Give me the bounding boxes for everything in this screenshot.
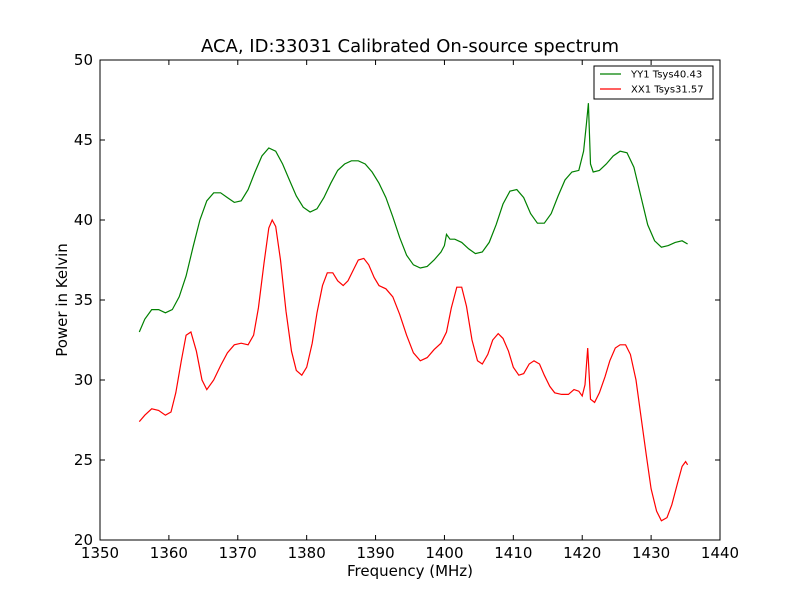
plot-area [100, 60, 720, 540]
x-tick-label: 1420 [563, 544, 601, 562]
x-tick-label: 1360 [150, 544, 188, 562]
x-tick-label: 1370 [219, 544, 257, 562]
x-tick-label: 1400 [425, 544, 463, 562]
y-tick-label: 45 [74, 131, 93, 149]
legend-label-yy1: YY1 Tsys40.43 [630, 70, 702, 81]
x-tick-label: 1440 [701, 544, 739, 562]
y-axis-label: Power in Kelvin [53, 243, 71, 357]
x-tick-label: 1430 [632, 544, 670, 562]
y-tick-label: 50 [74, 51, 93, 69]
x-axis-ticks: 1350 1360 1370 1380 1390 1400 1410 1420 1430 1440 [81, 60, 739, 562]
x-tick-label: 1410 [494, 544, 532, 562]
y-tick-label: 25 [74, 451, 93, 469]
y-tick-label: 30 [74, 371, 93, 389]
y-axis-ticks: 20 25 30 35 40 45 50 [74, 51, 720, 549]
legend: YY1 Tsys40.43 XX1 Tsys31.57 [593, 65, 714, 100]
y-tick-label: 40 [74, 211, 93, 229]
x-tick-label: 1380 [288, 544, 326, 562]
legend-label-xx1: XX1 Tsys31.57 [631, 85, 704, 96]
x-tick-label: 1390 [356, 544, 394, 562]
y-tick-label: 35 [74, 291, 93, 309]
series-line-yy1 [138, 103, 688, 333]
series-line-xx1 [138, 218, 689, 522]
series-layer [138, 103, 689, 522]
legend-frame [593, 65, 714, 100]
chart-title: ACA, ID:33031 Calibrated On-source spect… [201, 36, 619, 57]
y-tick-label: 20 [74, 531, 93, 549]
x-tick-label: 1350 [81, 544, 119, 562]
x-axis-label: Frequency (MHz) [347, 562, 473, 580]
